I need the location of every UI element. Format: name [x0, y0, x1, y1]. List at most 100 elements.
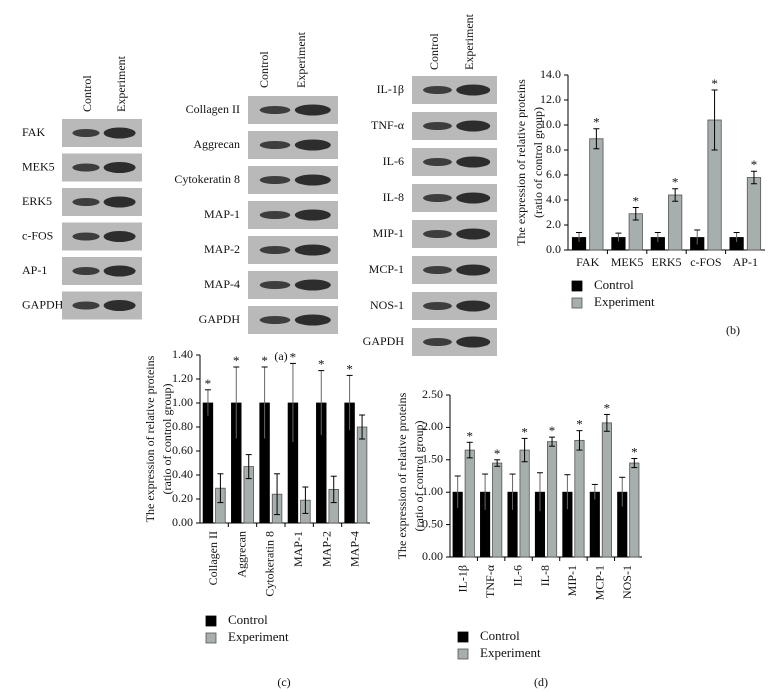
significance-marker: *	[346, 361, 353, 376]
x-tick-label: MAP-1	[291, 531, 305, 567]
blot-band	[103, 127, 136, 139]
panel-label: (c)	[277, 675, 290, 689]
blot-row-label: Collagen II	[186, 102, 240, 116]
blot-column-label: Experiment	[462, 13, 476, 70]
blot-band	[294, 279, 331, 291]
error-bar	[591, 483, 598, 501]
blot-band	[423, 338, 452, 346]
y-axis-label: (ratio of control group)	[412, 421, 426, 532]
blot-row-label: MAP-4	[204, 277, 240, 291]
error-bar	[359, 414, 366, 440]
significance-marker: *	[549, 423, 556, 438]
blot-row-label: Aggrecan	[193, 137, 240, 151]
y-tick-label: 0.0	[546, 242, 561, 256]
error-bar	[631, 458, 638, 469]
error-bar	[750, 170, 757, 185]
y-tick-label: 2.50	[422, 387, 443, 401]
y-tick-label: 14.0	[540, 67, 561, 81]
y-tick-label: 0.00	[172, 515, 193, 529]
blot-band	[294, 209, 331, 221]
blot-band	[294, 139, 331, 151]
legend-swatch	[205, 615, 217, 627]
x-tick-label: MEK5	[611, 255, 644, 269]
y-axis-label: (ratio of control group)	[160, 384, 174, 495]
y-tick-label: 1.00	[172, 395, 193, 409]
blot-row-label: MAP-1	[204, 207, 240, 221]
y-tick-label: 2.00	[422, 419, 443, 433]
y-tick-label: 1.00	[422, 484, 443, 498]
blot-band	[423, 86, 452, 94]
blot-row-label: AP-1	[22, 263, 47, 277]
error-bar	[576, 430, 583, 451]
y-tick-label: 10.0	[540, 117, 561, 131]
blot-band	[72, 232, 100, 241]
significance-marker: *	[318, 357, 325, 372]
significance-marker: *	[631, 444, 638, 459]
y-tick-label: 1.20	[172, 371, 193, 385]
legend-label: Control	[228, 612, 268, 627]
blot-band	[103, 265, 136, 277]
significance-marker: *	[466, 428, 473, 443]
blot-row-label: NOS-1	[370, 298, 404, 312]
blot-band	[423, 194, 452, 202]
legend-swatch	[457, 648, 469, 660]
legend-label: Experiment	[594, 294, 655, 309]
blot-column-label: Experiment	[114, 55, 128, 112]
error-bar	[536, 472, 543, 513]
error-bar	[509, 473, 516, 511]
y-tick-label: 0.50	[422, 516, 443, 530]
y-tick-label: 0.40	[172, 467, 193, 481]
blot-row-label: MEK5	[22, 159, 55, 173]
blot-band	[72, 267, 100, 275]
x-tick-label: c-FOS	[690, 255, 721, 269]
blot-row-label: FAK	[22, 125, 45, 139]
x-tick-label: IL-6	[510, 565, 524, 586]
bar	[202, 402, 214, 524]
x-tick-label: MIP-1	[565, 565, 579, 596]
blot-column-label: Control	[257, 51, 271, 88]
blot-row-label: MIP-1	[373, 226, 404, 240]
y-tick-label: 6.0	[546, 167, 561, 181]
blot-band	[456, 192, 491, 204]
blot-band	[423, 158, 452, 166]
y-tick-label: 0.00	[422, 549, 443, 563]
blot-row-label: IL-8	[383, 190, 404, 204]
blot-band	[259, 211, 291, 219]
error-bar	[318, 370, 325, 436]
error-bar	[482, 473, 489, 511]
blot-row-label: GAPDH	[22, 297, 64, 311]
x-tick-label: FAK	[576, 255, 599, 269]
legend-label: Experiment	[228, 629, 289, 644]
y-tick-label: 0.20	[172, 491, 193, 505]
x-tick-label: IL-8	[538, 565, 552, 586]
bar	[356, 426, 368, 524]
bar	[464, 449, 475, 558]
blot-row-label: MCP-1	[369, 262, 404, 276]
significance-marker: *	[576, 417, 583, 432]
blot-band	[423, 266, 452, 274]
blot-band	[456, 300, 491, 312]
error-bar	[694, 229, 701, 246]
blot-band	[103, 300, 136, 311]
significance-marker: *	[604, 400, 611, 415]
x-tick-label: TNF-α	[483, 564, 497, 598]
error-bar	[217, 473, 224, 504]
error-bar	[245, 454, 252, 480]
error-bar	[564, 474, 571, 511]
y-axis-label: The expression of relative proteins	[395, 392, 409, 559]
error-bar	[233, 366, 240, 440]
bar	[668, 194, 683, 251]
significance-marker: *	[521, 424, 528, 439]
blot-band	[294, 104, 331, 116]
blot-row-label: GAPDH	[363, 334, 405, 348]
blot-row-label: MAP-2	[204, 242, 240, 256]
error-bar	[521, 437, 528, 463]
significance-marker: *	[494, 446, 501, 461]
significance-marker: *	[593, 115, 600, 130]
bar	[589, 491, 600, 558]
blot-band	[103, 162, 136, 173]
error-bar	[632, 207, 639, 221]
error-bar	[330, 475, 337, 504]
blot-column-label: Experiment	[294, 31, 308, 88]
